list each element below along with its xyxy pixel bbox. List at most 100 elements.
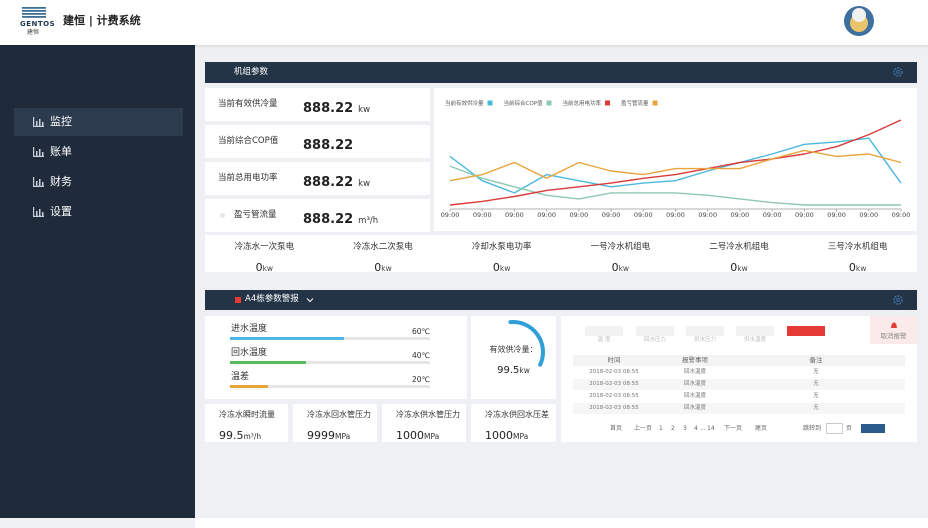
header: GENTOS 建恒 建恒 | 计费系统 bbox=[0, 0, 928, 45]
pagination-link[interactable]: 14 bbox=[707, 425, 715, 432]
power-label: 冷冻水二次泵电 bbox=[353, 242, 413, 252]
table-cell: 回水温度 bbox=[683, 381, 706, 387]
temp-value: 60℃ bbox=[412, 327, 430, 336]
power-item: 冷冻水一次泵电 0kw bbox=[205, 235, 324, 275]
menu-icon bbox=[33, 117, 44, 127]
user-avatar[interactable] bbox=[843, 5, 875, 37]
power-value: 0 bbox=[255, 260, 263, 274]
filter-tab[interactable]: 温 度 bbox=[585, 326, 623, 343]
confirm-button[interactable]: 确定 bbox=[861, 424, 885, 441]
power-value-row: 0kw bbox=[680, 256, 799, 275]
metric-card bbox=[293, 404, 377, 442]
metric-label: 冷冻水供回水压差 bbox=[485, 410, 549, 419]
pagination-link[interactable]: 首页 bbox=[610, 425, 623, 432]
menu-item[interactable]: 账单 bbox=[50, 145, 72, 158]
stat-card: 当前总用电功率 888.22 kw bbox=[205, 162, 430, 195]
cancel-alarm-button[interactable]: 取消报警 bbox=[870, 316, 917, 344]
logo-icon bbox=[22, 7, 46, 18]
settings-icon[interactable] bbox=[892, 66, 904, 78]
power-unit: kw bbox=[262, 263, 274, 273]
table-cell: 2018-02-03 08:55 bbox=[589, 369, 639, 375]
power-value: 0 bbox=[611, 260, 619, 274]
power-value: 0 bbox=[848, 260, 856, 274]
power-label: 冷却水泵电功率 bbox=[471, 242, 532, 252]
table-cell: 2018-02-03 08:55 bbox=[589, 405, 639, 411]
stat-label: 当前有效供冷量 bbox=[218, 99, 278, 109]
panel-header bbox=[205, 62, 917, 83]
pagination-link[interactable]: 1 bbox=[659, 425, 663, 432]
metric-value-row: 9999MPa bbox=[307, 424, 350, 443]
legend-label: 当前综合COP值 bbox=[504, 99, 543, 107]
filter-tab-label: 供水压力 bbox=[693, 337, 716, 343]
page-suffix: 页 bbox=[846, 425, 853, 432]
series-line bbox=[449, 119, 902, 206]
metric-value: 99.5 bbox=[219, 429, 244, 442]
gauge-value: 99.5 bbox=[497, 365, 520, 376]
pagination-link[interactable]: 下一页 bbox=[724, 425, 743, 432]
filter-tab[interactable]: 供水压力 bbox=[686, 326, 724, 343]
pagination-link[interactable]: 4 bbox=[694, 425, 698, 432]
power-value-row: 0kw bbox=[205, 256, 324, 275]
table-header-bg bbox=[573, 355, 905, 366]
stat-value-row: 888.22 m³/h bbox=[303, 208, 378, 227]
pagination-link[interactable]: 上一页 bbox=[634, 425, 653, 432]
alarm-marker bbox=[235, 297, 241, 303]
metric-unit: MPa bbox=[335, 432, 351, 441]
alarm-icon bbox=[891, 322, 897, 328]
pagination-link[interactable]: 2 bbox=[671, 425, 675, 432]
table-header: 时间 bbox=[607, 356, 621, 364]
gear-hub bbox=[896, 70, 900, 74]
x-tick-label: 09:00 bbox=[569, 211, 588, 219]
icon-bar bbox=[33, 185, 44, 187]
logo-stripe bbox=[22, 7, 46, 9]
pagination-link[interactable]: 3 bbox=[683, 425, 687, 432]
x-tick-label: 09:00 bbox=[827, 211, 846, 219]
page-input[interactable] bbox=[826, 423, 843, 434]
metric-card bbox=[205, 404, 288, 442]
temp-bar bbox=[230, 337, 344, 340]
metric-card bbox=[471, 404, 556, 442]
stat-card: 当前综合COP值 888.22 bbox=[205, 125, 430, 158]
temp-value: 40℃ bbox=[412, 351, 430, 360]
x-tick-label: 09:00 bbox=[634, 211, 653, 219]
status-dot bbox=[220, 213, 225, 218]
icon-bar bbox=[33, 207, 35, 217]
filter-tab[interactable]: 供水温度 bbox=[736, 326, 774, 343]
pagination-link[interactable]: ... bbox=[700, 425, 706, 432]
legend-swatch bbox=[546, 100, 552, 106]
menu-icon bbox=[33, 177, 44, 187]
x-tick-label: 09:00 bbox=[892, 211, 911, 219]
icon-bar bbox=[39, 119, 41, 126]
panel-title: 机组参数 bbox=[234, 67, 269, 77]
chart-card bbox=[434, 88, 917, 231]
dropdown-toggle[interactable] bbox=[306, 297, 314, 303]
menu-item[interactable]: 财务 bbox=[50, 175, 72, 188]
gauge-value-row: 99.5kw bbox=[471, 358, 556, 377]
legend-label: 盈亏管流量 bbox=[621, 99, 649, 107]
stat-unit: kw bbox=[358, 105, 371, 115]
icon-bar bbox=[39, 179, 41, 186]
temp-value: 20℃ bbox=[412, 375, 430, 384]
chevron bbox=[306, 298, 314, 303]
icon-bar bbox=[36, 151, 38, 156]
power-value: 0 bbox=[492, 260, 500, 274]
menu-item[interactable]: 设置 bbox=[50, 205, 72, 218]
stat-value-row: 888.22 kw bbox=[303, 171, 370, 190]
settings-icon[interactable] bbox=[892, 294, 904, 306]
x-tick-label: 09:00 bbox=[731, 211, 750, 219]
filter-tab-label: 回水压力 bbox=[643, 337, 666, 343]
pagination-link[interactable]: 尾页 bbox=[755, 425, 768, 432]
gauge-unit: kw bbox=[519, 366, 530, 375]
filter-tab[interactable]: 回水压力 bbox=[636, 326, 674, 343]
stat-card: 当前有效供冷量 888.22 kw bbox=[205, 88, 430, 121]
power-value-row: 0kw bbox=[324, 256, 443, 275]
icon-bar bbox=[33, 147, 35, 157]
logo-subtext: 建恒 bbox=[27, 29, 40, 36]
jump-label: 跳转到 bbox=[803, 425, 822, 432]
icon-bar bbox=[39, 209, 41, 216]
table-row bbox=[573, 379, 905, 390]
filter-tab[interactable]: 回水温度 bbox=[787, 326, 825, 343]
metric-value: 1000 bbox=[396, 429, 424, 442]
menu-item[interactable]: 监控 bbox=[50, 115, 72, 128]
